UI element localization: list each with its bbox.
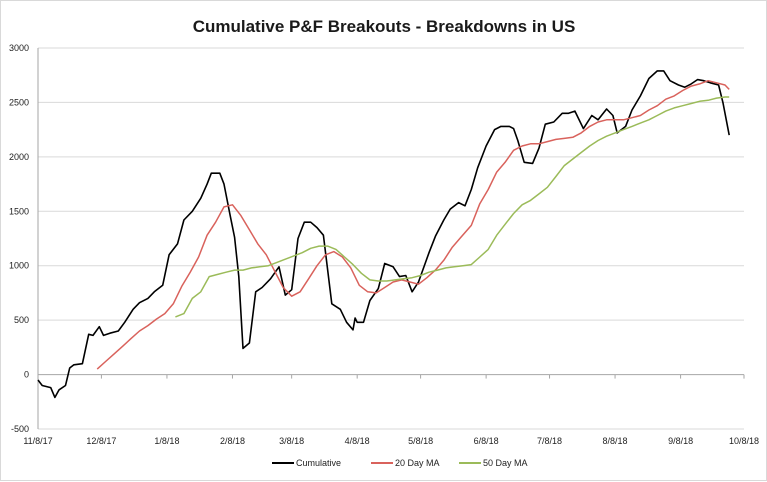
x-axis-ticks: 11/8/17 12/8/17 1/8/18 2/8/18 3/8/18 4/8/18 5/… — [23, 374, 759, 446]
legend: Cumulative 20 Day MA 50 Day MA — [272, 458, 528, 468]
y-tick-label: 1000 — [9, 261, 29, 271]
series-line-3 — [175, 96, 730, 318]
x-tick-label: 2/8/18 — [220, 436, 245, 446]
x-tick-label: 9/8/18 — [668, 436, 693, 446]
x-tick-label: 8/8/18 — [603, 436, 628, 446]
y-axis-ticks: -500 0 500 1000 1500 2000 2500 3000 — [9, 43, 29, 434]
x-tick-label: 3/8/18 — [279, 436, 304, 446]
x-tick-label: 7/8/18 — [537, 436, 562, 446]
chart-title: Cumulative P&F Breakouts - Breakdowns in… — [193, 17, 576, 36]
x-tick-label: 12/8/17 — [86, 436, 116, 446]
series-line-1 — [37, 70, 730, 399]
series-line-2 — [96, 79, 730, 370]
y-tick-label: 500 — [14, 315, 29, 325]
legend-label: 50 Day MA — [483, 458, 528, 468]
x-tick-label: 5/8/18 — [408, 436, 433, 446]
x-tick-label: 4/8/18 — [345, 436, 370, 446]
y-tick-label: 2500 — [9, 97, 29, 107]
y-tick-label: -500 — [11, 424, 29, 434]
gridlines — [37, 47, 744, 430]
x-tick-label: 10/8/18 — [729, 436, 759, 446]
y-tick-label: 3000 — [9, 43, 29, 53]
y-tick-label: 1500 — [9, 206, 29, 216]
y-tick-label: 0 — [24, 370, 29, 380]
x-tick-label: 6/8/18 — [474, 436, 499, 446]
x-tick-label: 1/8/18 — [154, 436, 179, 446]
y-tick-label: 2000 — [9, 152, 29, 162]
series-lines — [37, 70, 730, 399]
legend-label: 20 Day MA — [395, 458, 440, 468]
x-tick-label: 11/8/17 — [23, 436, 52, 446]
legend-label: Cumulative — [296, 458, 341, 468]
